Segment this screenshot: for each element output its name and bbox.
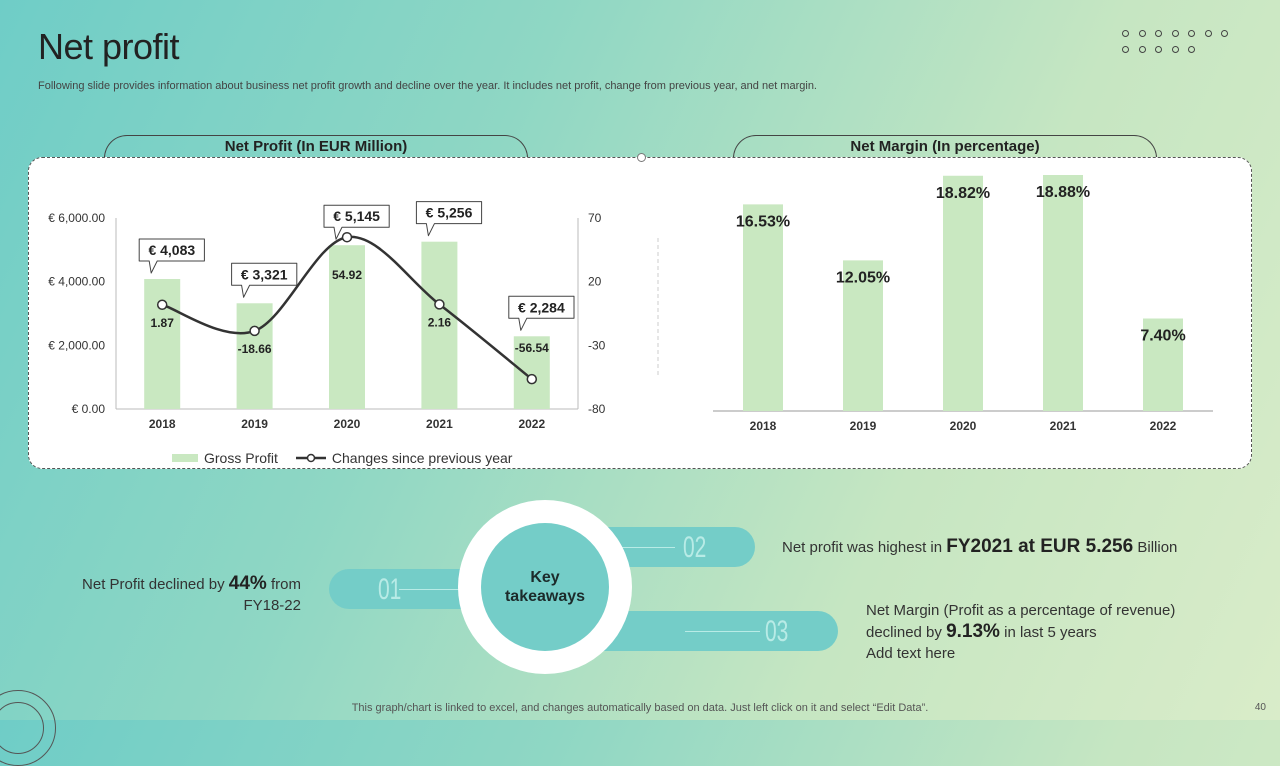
line-data-label: -18.66	[238, 342, 272, 356]
legend-changes: Changes since previous year	[295, 450, 513, 466]
bar-net-margin-2018	[743, 204, 783, 411]
line-point-2022	[526, 373, 538, 385]
bar-gross-profit-2019	[236, 303, 273, 409]
x-tick-label-margin: 2020	[950, 419, 977, 433]
takeaway-number-02: 02	[683, 531, 707, 564]
chart-legend: Gross Profit Changes since previous year	[172, 450, 512, 466]
hub-line-1: Key	[530, 569, 560, 586]
bar-net-margin-2020	[943, 175, 983, 411]
margin-data-label: 18.88%	[1036, 184, 1090, 201]
footer-note: This graph/chart is linked to excel, and…	[351, 702, 929, 714]
bar-gross-profit-2021	[421, 241, 458, 409]
legend-changes-label: Changes since previous year	[331, 450, 513, 466]
legend-bar-swatch	[172, 454, 198, 462]
x-tick-label: 2018	[149, 417, 176, 431]
x-tick-label: 2019	[241, 417, 268, 431]
y2-tick-label: 70	[588, 211, 602, 225]
takeaway-text-3: Net Margin (Profit as a percentage of re…	[866, 602, 1176, 662]
y-tick-label: € 0.00	[72, 402, 106, 416]
line-data-label: 54.92	[332, 268, 362, 282]
hub-line-2: takeaways	[504, 588, 586, 605]
bar-net-margin-2022	[1143, 318, 1183, 411]
bar-data-label: € 2,284	[518, 299, 565, 315]
bar-gross-profit-2022	[513, 336, 550, 409]
bar-data-label: € 4,083	[148, 242, 195, 258]
x-tick-label: 2022	[518, 417, 545, 431]
panel-handle[interactable]	[637, 153, 646, 162]
page-number: 40	[1254, 702, 1266, 713]
margin-data-label: 16.53%	[736, 213, 790, 230]
margin-data-label: 7.40%	[1140, 328, 1185, 345]
callout-box	[508, 295, 575, 331]
line-point-2018	[156, 299, 168, 311]
line-data-label: -56.54	[515, 341, 549, 355]
x-tick-label-margin: 2018	[750, 419, 777, 433]
bar-data-label: € 5,256	[426, 205, 473, 221]
margin-data-label: 12.05%	[836, 269, 890, 286]
legend-line-swatch	[295, 453, 326, 463]
bar-data-label: € 5,145	[333, 208, 380, 224]
takeaway-number-03: 03	[765, 615, 789, 648]
y-tick-label: € 6,000.00	[48, 211, 105, 225]
callout-box	[415, 201, 483, 237]
x-tick-label: 2021	[426, 417, 453, 431]
y-tick-label: € 2,000.00	[48, 338, 105, 352]
line-point-2020	[341, 231, 353, 243]
key-takeaways-hub: Key takeaways	[481, 523, 609, 651]
line-data-label: 2.16	[428, 315, 452, 329]
line-point-2021	[434, 299, 445, 310]
takeaway-text-2: Net profit was highest in FY2021 at EUR …	[782, 536, 1178, 557]
legend-gross-profit-label: Gross Profit	[204, 450, 278, 466]
y-tick-label: € 4,000.00	[48, 275, 105, 289]
legend-gross-profit: Gross Profit	[172, 450, 278, 466]
page-subtitle: Following slide provides information abo…	[38, 80, 817, 92]
y2-tick-label: 20	[588, 275, 602, 289]
line-point-2019	[249, 325, 260, 337]
bar-net-margin-2021	[1043, 175, 1083, 411]
x-tick-label-margin: 2022	[1150, 419, 1177, 433]
callout-box	[323, 204, 390, 240]
page-title: Net profit	[38, 26, 180, 67]
line-data-label: 1.87	[151, 316, 175, 330]
charts-canvas[interactable]: € 0.00 € 2,000.00 € 4,000.00 € 6,000.00 -80 -…	[0, 0, 1280, 720]
takeaway-text-1: Net Profit declined by 44% from FY18-22	[82, 573, 301, 614]
x-tick-label-margin: 2021	[1050, 419, 1077, 433]
y2-tick-label: -30	[588, 338, 606, 352]
x-tick-label-margin: 2019	[850, 419, 877, 433]
margin-data-label: 18.82%	[936, 185, 990, 202]
bar-net-margin-2019	[843, 260, 883, 411]
y2-tick-label: -80	[588, 402, 606, 416]
decorative-dots	[1122, 30, 1238, 53]
takeaway-number-01: 01	[378, 573, 402, 606]
bar-data-label: € 3,321	[241, 266, 288, 282]
callout-box	[138, 238, 205, 274]
callout-box	[231, 262, 298, 298]
x-tick-label: 2020	[334, 417, 361, 431]
bar-gross-profit-2020	[329, 245, 365, 409]
bar-gross-profit-2018	[144, 279, 181, 409]
